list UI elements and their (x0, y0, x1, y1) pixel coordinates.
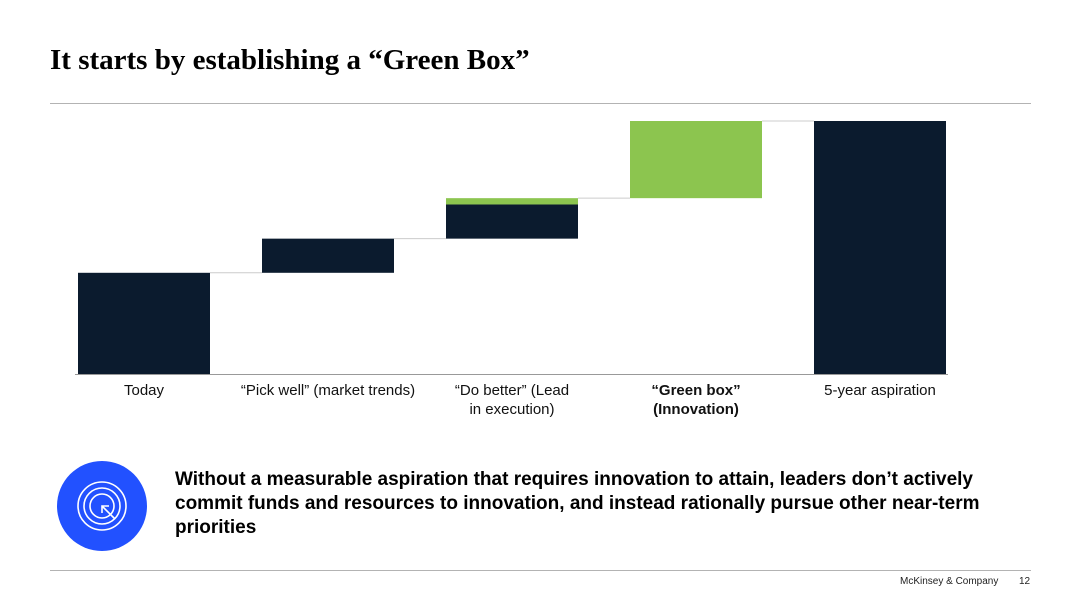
waterfall-bar-2 (262, 238, 394, 273)
waterfall-bar-4 (446, 198, 578, 205)
title-divider (50, 103, 1031, 104)
waterfall-bar-6 (814, 121, 946, 374)
footer-divider (50, 570, 1031, 571)
waterfall-bar-5 (630, 121, 762, 199)
waterfall-bar-3 (446, 204, 578, 239)
footer-brand: McKinsey & Company (900, 576, 999, 587)
waterfall-bar-1 (78, 272, 210, 374)
category-label-5: 5-year aspiration (824, 382, 936, 399)
callout-text: Without a measurable aspiration that req… (175, 469, 980, 538)
category-label-3: “Do better” (Lead in execution) (454, 382, 570, 418)
page-number: 12 (1019, 576, 1031, 587)
category-label-4: “Green box” (Innovation) (651, 382, 741, 418)
target-icon (57, 461, 147, 551)
slide-title: It starts by establishing a “Green Box” (50, 44, 530, 76)
category-label-2: “Pick well” (market trends) (240, 382, 416, 399)
category-label-1: Today (123, 382, 165, 399)
